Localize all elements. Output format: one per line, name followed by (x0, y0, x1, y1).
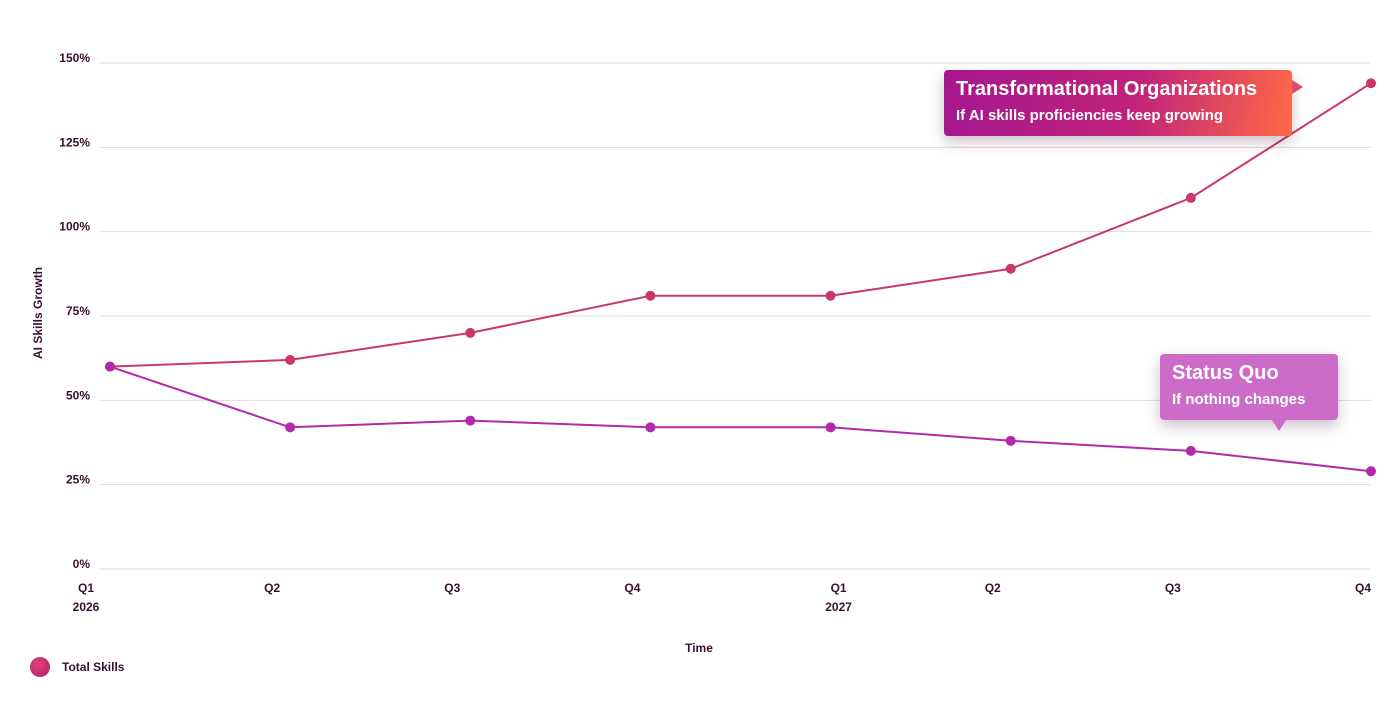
x-tick-label: Q1 (831, 581, 847, 595)
x-tick-label: Q1 (78, 581, 94, 595)
series-line-transformational (109, 82, 1372, 368)
series-points (105, 78, 1376, 477)
y-tick-label: 125% (59, 135, 90, 149)
x-axis-ticks: Q1 2026 Q2 Q3 Q4 Q1 2027 Q2 Q3 Q4 (73, 581, 1372, 614)
x-tick-year-label: 2026 (73, 600, 100, 614)
data-point-status_quo (285, 422, 296, 433)
legend: Total Skills (30, 657, 124, 677)
data-point-transformational (645, 290, 656, 301)
x-tick-year-label: 2027 (825, 600, 852, 614)
callout-status-quo-title: Status Quo (1172, 362, 1279, 384)
x-tick-label: Q4 (1355, 581, 1371, 595)
data-point-transformational (1366, 78, 1376, 89)
data-point-status_quo (825, 422, 836, 433)
x-tick-label: Q2 (985, 581, 1001, 595)
y-tick-label: 150% (59, 51, 90, 65)
series-line-status_quo (109, 365, 1372, 473)
data-point-status_quo (465, 415, 476, 426)
x-tick-label: Q2 (264, 581, 280, 595)
y-axis-title: AI Skills Growth (31, 267, 45, 359)
data-point-transformational (1185, 192, 1196, 203)
data-point-status_quo (1005, 435, 1016, 446)
data-point-transformational (825, 290, 836, 301)
callout-transformational: Transformational Organizations If AI ski… (944, 70, 1303, 136)
data-point-transformational (465, 327, 476, 338)
callout-status-quo-subtitle: If nothing changes (1172, 391, 1306, 408)
data-point-status_quo (105, 361, 115, 372)
callout-transformational-title: Transformational Organizations (956, 78, 1258, 100)
series-lines (109, 82, 1372, 473)
y-tick-label: 50% (66, 388, 90, 402)
x-tick-label: Q4 (624, 581, 640, 595)
y-tick-label: 25% (66, 473, 90, 487)
x-tick-label: Q3 (444, 581, 460, 595)
y-tick-label: 0% (73, 557, 91, 571)
y-axis-ticks: 0% 25% 50% 75% 100% 125% 150% (59, 51, 90, 571)
y-tick-label: 100% (59, 220, 90, 234)
gridlines (100, 62, 1371, 570)
callout-transformational-subtitle: If AI skills proficiencies keep growing (956, 107, 1224, 124)
legend-marker-icon (30, 657, 50, 677)
data-point-transformational (285, 354, 296, 365)
x-axis-title: Time (685, 641, 713, 655)
x-tick-label: Q3 (1165, 581, 1181, 595)
data-point-status_quo (1366, 466, 1376, 477)
y-tick-label: 75% (66, 304, 90, 318)
data-point-transformational (1005, 263, 1016, 274)
data-point-status_quo (1185, 445, 1196, 456)
callout-status-quo: Status Quo If nothing changes (1160, 354, 1338, 431)
data-point-status_quo (645, 422, 656, 433)
legend-label: Total Skills (62, 660, 125, 674)
